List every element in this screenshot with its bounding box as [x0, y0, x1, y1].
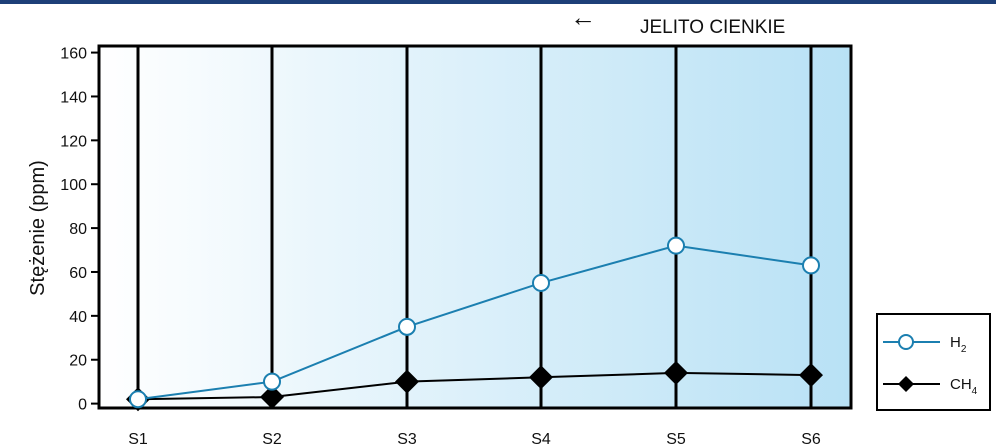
y-tick-label: 60 [69, 265, 87, 282]
point-h2-s5 [667, 236, 685, 255]
y-tick-label: 0 [78, 397, 87, 414]
plot-frame [97, 44, 853, 410]
x-tick-label: S5 [666, 431, 686, 447]
y-tick-label: 160 [60, 46, 87, 63]
y-tick-label: 120 [60, 133, 87, 150]
legend-marker-ch4 [898, 376, 914, 392]
series-h2 [129, 236, 820, 409]
point-h2-s3 [398, 317, 416, 336]
point-ch4-s6 [799, 363, 823, 388]
point-ch4-s3 [395, 369, 419, 394]
legend-label-h2: H2 [950, 334, 967, 355]
annotation-label: JELITO CIENKIE [640, 17, 785, 38]
x-tick-label: S1 [128, 431, 148, 447]
y-axis-label: Stężenie (ppm) [27, 160, 49, 296]
y-tick-label: 80 [69, 221, 87, 238]
top-band [0, 0, 996, 4]
x-tick-label: S6 [801, 431, 821, 447]
y-axis: 0 20 40 60 80 100 120 140 160 [60, 46, 99, 414]
point-ch4-s4 [529, 365, 553, 390]
legend-label-ch4: CH4 [950, 376, 978, 397]
annotation-arrow: ← [570, 2, 596, 32]
grid-lines [136, 46, 813, 408]
x-tick-label: S2 [262, 431, 282, 447]
series-line-ch4 [137, 371, 812, 401]
series-line-h2 [137, 244, 812, 401]
point-h2-s1 [129, 390, 147, 409]
y-tick-label: 140 [60, 89, 87, 106]
x-tick-label: S3 [397, 431, 417, 447]
legend-marker-h2 [898, 334, 914, 350]
point-ch4-s5 [664, 360, 688, 385]
legend-box [876, 313, 991, 411]
y-tick-label: 20 [69, 353, 87, 370]
point-h2-s6 [802, 256, 820, 275]
x-tick-label: S4 [531, 431, 551, 447]
series-layer [126, 236, 823, 412]
x-axis: S1 S2 S3 S4 S5 S6 [128, 431, 821, 447]
point-h2-s2 [263, 372, 281, 391]
plot-background [99, 46, 851, 408]
point-h2-s4 [532, 273, 550, 292]
y-tick-label: 40 [69, 309, 87, 326]
y-tick-label: 100 [60, 177, 87, 194]
legend: H2 CH4 [876, 313, 991, 411]
point-ch4-s2 [260, 385, 284, 410]
